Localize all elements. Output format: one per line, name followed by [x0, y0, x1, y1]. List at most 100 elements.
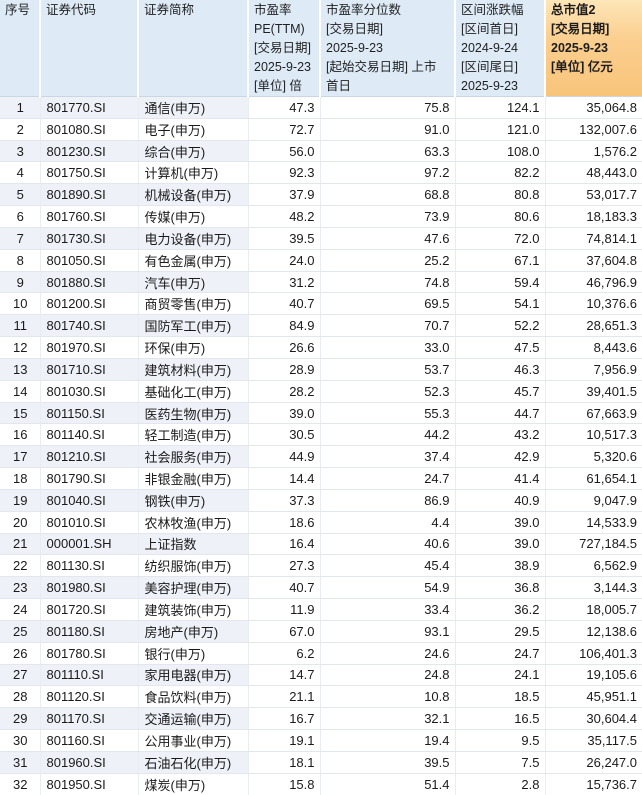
cell-no[interactable]: 8	[0, 249, 41, 272]
cell-range-change[interactable]: 39.0	[455, 511, 546, 534]
cell-market-cap[interactable]: 67,663.9	[545, 402, 642, 425]
cell-no[interactable]: 15	[0, 402, 41, 425]
cell-range-change[interactable]: 46.3	[455, 358, 546, 381]
cell-market-cap[interactable]: 5,320.6	[545, 445, 642, 469]
cell-no[interactable]: 18	[0, 467, 41, 490]
cell-code[interactable]: 801710.SI	[40, 358, 139, 381]
cell-range-change[interactable]: 9.5	[455, 729, 546, 752]
cell-pe[interactable]: 18.6	[248, 511, 321, 534]
cell-pe[interactable]: 67.0	[248, 620, 321, 643]
cell-code[interactable]: 801160.SI	[40, 729, 139, 752]
cell-market-cap[interactable]: 48,443.0	[545, 161, 642, 185]
cell-range-change[interactable]: 54.1	[455, 292, 546, 316]
cell-pe[interactable]: 21.1	[248, 685, 321, 709]
cell-pe[interactable]: 16.7	[248, 707, 321, 731]
cell-range-change[interactable]: 40.9	[455, 489, 546, 512]
column-header-pe-percentile[interactable]: 市盈率分位数 [交易日期] 2025-9-23 [起始交易日期] 上市 首日	[320, 0, 456, 97]
cell-pe-percentile[interactable]: 39.5	[320, 751, 456, 774]
cell-market-cap[interactable]: 37,604.8	[545, 249, 642, 272]
cell-no[interactable]: 32	[0, 773, 41, 795]
cell-no[interactable]: 9	[0, 271, 41, 294]
cell-name[interactable]: 计算机(申万)	[138, 161, 249, 185]
cell-name[interactable]: 纺织服饰(申万)	[138, 554, 249, 578]
cell-code[interactable]: 801960.SI	[40, 751, 139, 774]
cell-code[interactable]: 801770.SI	[40, 96, 139, 119]
cell-code[interactable]: 801750.SI	[40, 161, 139, 185]
cell-no[interactable]: 28	[0, 685, 41, 709]
cell-no[interactable]: 29	[0, 707, 41, 731]
cell-code[interactable]: 801130.SI	[40, 554, 139, 578]
cell-pe[interactable]: 48.2	[248, 205, 321, 228]
cell-market-cap[interactable]: 132,007.6	[545, 118, 642, 141]
cell-name[interactable]: 通信(申万)	[138, 96, 249, 119]
column-header-name[interactable]: 证券简称	[138, 0, 249, 97]
cell-market-cap[interactable]: 39,401.5	[545, 380, 642, 403]
cell-range-change[interactable]: 121.0	[455, 118, 546, 141]
cell-name[interactable]: 有色金属(申万)	[138, 249, 249, 272]
cell-range-change[interactable]: 80.8	[455, 183, 546, 207]
cell-pe-percentile[interactable]: 37.4	[320, 445, 456, 469]
cell-pe[interactable]: 84.9	[248, 314, 321, 338]
cell-name[interactable]: 环保(申万)	[138, 336, 249, 359]
cell-pe[interactable]: 40.7	[248, 292, 321, 316]
cell-code[interactable]: 801180.SI	[40, 620, 139, 643]
cell-no[interactable]: 10	[0, 292, 41, 316]
cell-market-cap[interactable]: 30,604.4	[545, 707, 642, 731]
cell-code[interactable]: 801740.SI	[40, 314, 139, 338]
cell-name[interactable]: 银行(申万)	[138, 642, 249, 665]
cell-pe-percentile[interactable]: 33.4	[320, 598, 456, 621]
cell-range-change[interactable]: 52.2	[455, 314, 546, 338]
cell-market-cap[interactable]: 14,533.9	[545, 511, 642, 534]
cell-pe[interactable]: 28.9	[248, 358, 321, 381]
column-header-market-cap[interactable]: 总市值2 [交易日期] 2025-9-23 [单位] 亿元	[545, 0, 642, 97]
cell-market-cap[interactable]: 10,517.3	[545, 423, 642, 447]
cell-name[interactable]: 钢铁(申万)	[138, 489, 249, 512]
cell-pe-percentile[interactable]: 44.2	[320, 423, 456, 447]
cell-code[interactable]: 801140.SI	[40, 423, 139, 447]
cell-range-change[interactable]: 24.7	[455, 642, 546, 665]
cell-no[interactable]: 16	[0, 423, 41, 447]
cell-pe[interactable]: 40.7	[248, 576, 321, 600]
cell-market-cap[interactable]: 15,736.7	[545, 773, 642, 795]
cell-code[interactable]: 801170.SI	[40, 707, 139, 731]
cell-range-change[interactable]: 36.2	[455, 598, 546, 621]
cell-no[interactable]: 14	[0, 380, 41, 403]
cell-range-change[interactable]: 18.5	[455, 685, 546, 709]
column-header-no[interactable]: 序号	[0, 0, 41, 97]
cell-pe-percentile[interactable]: 54.9	[320, 576, 456, 600]
cell-code[interactable]: 801890.SI	[40, 183, 139, 207]
cell-name[interactable]: 公用事业(申万)	[138, 729, 249, 752]
cell-range-change[interactable]: 108.0	[455, 140, 546, 163]
cell-name[interactable]: 美容护理(申万)	[138, 576, 249, 600]
cell-pe-percentile[interactable]: 47.6	[320, 227, 456, 250]
column-header-pe[interactable]: 市盈率 PE(TTM) [交易日期] 2025-9-23 [单位] 倍	[248, 0, 321, 97]
cell-pe[interactable]: 18.1	[248, 751, 321, 774]
cell-code[interactable]: 801970.SI	[40, 336, 139, 359]
cell-market-cap[interactable]: 8,443.6	[545, 336, 642, 359]
cell-pe[interactable]: 39.5	[248, 227, 321, 250]
cell-pe[interactable]: 30.5	[248, 423, 321, 447]
cell-pe-percentile[interactable]: 69.5	[320, 292, 456, 316]
cell-no[interactable]: 25	[0, 620, 41, 643]
cell-no[interactable]: 3	[0, 140, 41, 163]
cell-pe[interactable]: 19.1	[248, 729, 321, 752]
cell-no[interactable]: 24	[0, 598, 41, 621]
cell-name[interactable]: 房地产(申万)	[138, 620, 249, 643]
cell-range-change[interactable]: 29.5	[455, 620, 546, 643]
cell-range-change[interactable]: 124.1	[455, 96, 546, 119]
cell-no[interactable]: 4	[0, 161, 41, 185]
cell-pe-percentile[interactable]: 24.8	[320, 664, 456, 687]
cell-market-cap[interactable]: 53,017.7	[545, 183, 642, 207]
cell-name[interactable]: 传媒(申万)	[138, 205, 249, 228]
cell-pe[interactable]: 26.6	[248, 336, 321, 359]
cell-no[interactable]: 22	[0, 554, 41, 578]
cell-no[interactable]: 20	[0, 511, 41, 534]
cell-pe-percentile[interactable]: 70.7	[320, 314, 456, 338]
cell-pe[interactable]: 14.4	[248, 467, 321, 490]
cell-pe-percentile[interactable]: 75.8	[320, 96, 456, 119]
cell-code[interactable]: 801110.SI	[40, 664, 139, 687]
cell-range-change[interactable]: 67.1	[455, 249, 546, 272]
cell-pe-percentile[interactable]: 19.4	[320, 729, 456, 752]
cell-pe[interactable]: 37.9	[248, 183, 321, 207]
cell-pe-percentile[interactable]: 63.3	[320, 140, 456, 163]
